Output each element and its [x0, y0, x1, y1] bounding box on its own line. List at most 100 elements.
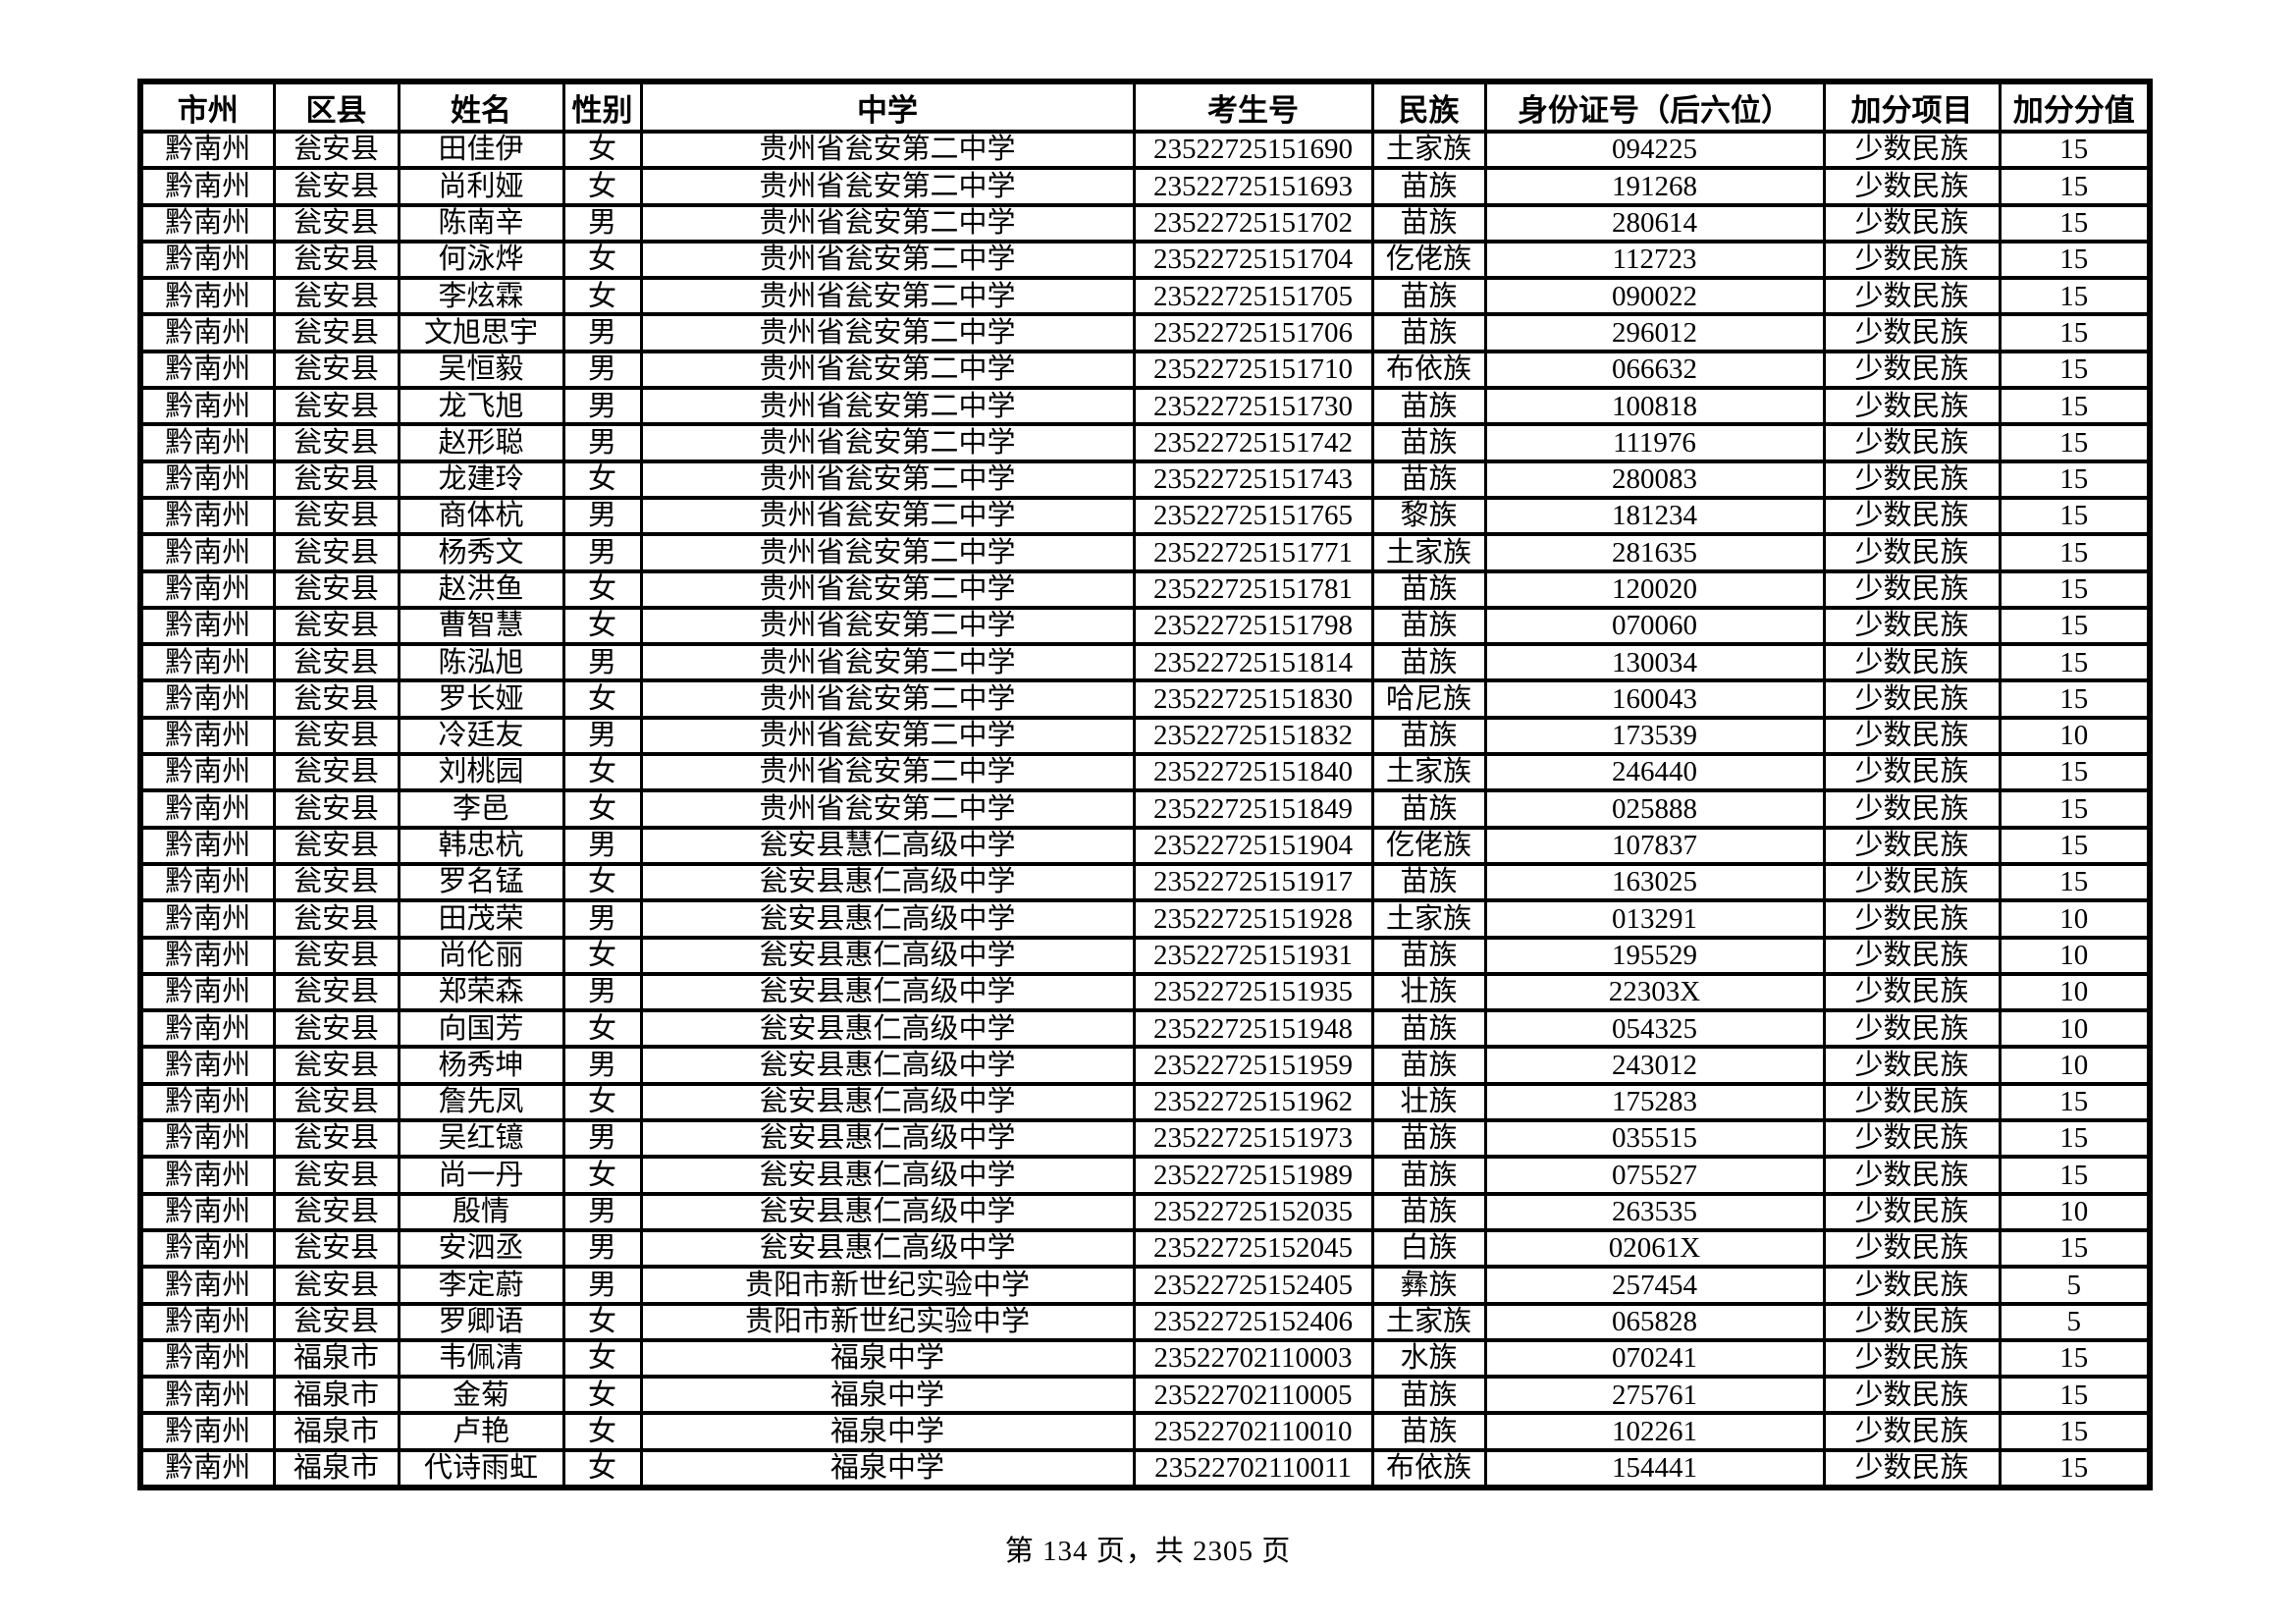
table-cell: 15 [1998, 568, 2152, 610]
table-cell: 少数民族 [1822, 276, 2002, 317]
table-cell: 水族 [1370, 1337, 1487, 1380]
table-cell: 黔南州 [138, 1081, 276, 1123]
table-cell: 福泉市 [272, 1337, 400, 1380]
table-cell: 男 [561, 642, 643, 683]
table-cell: 296012 [1483, 312, 1826, 353]
table-cell: 土家族 [1370, 532, 1487, 573]
table-cell: 瓮安县惠仁高级中学 [639, 1227, 1136, 1270]
table-cell: 黔南州 [138, 1008, 276, 1050]
table-cell: 少数民族 [1822, 1375, 2002, 1416]
table-cell: 15 [1998, 1375, 2152, 1416]
table-cell: 少数民族 [1822, 129, 2002, 171]
table-cell: 少数民族 [1822, 898, 2002, 940]
table-cell: 男 [561, 202, 643, 244]
table-cell: 瓮安县惠仁高级中学 [639, 1045, 1136, 1086]
table-cell: 15 [1998, 1447, 2152, 1490]
table-cell: 女 [561, 752, 643, 793]
table-cell: 瓮安县 [272, 166, 400, 207]
table-cell: 15 [1998, 166, 2152, 207]
table-cell: 少数民族 [1822, 678, 2002, 720]
table-cell: 黔南州 [138, 1265, 276, 1306]
table-cell: 少数民族 [1822, 1447, 2002, 1490]
table-cell: 瓮安县惠仁高级中学 [639, 971, 1136, 1013]
table-cell: 23522725152406 [1132, 1301, 1374, 1342]
table-cell: 23522725151771 [1132, 532, 1374, 573]
table-cell: 韦佩清 [397, 1337, 565, 1380]
table-cell: 瓮安县 [272, 1191, 400, 1232]
table-cell: 女 [561, 1155, 643, 1196]
table-row: 黔南州 瓮安县 田茂荣男瓮安县惠仁高级中学 23522725151928 土家族 0132… [138, 898, 2152, 940]
table-cell: 尚一丹 [397, 1155, 565, 1196]
table-cell: 苗族 [1370, 935, 1487, 976]
table-cell: 贵州省瓮安第二中学 [639, 129, 1136, 171]
table-cell: 23522725151706 [1132, 312, 1374, 353]
table-cell: 女 [561, 1301, 643, 1342]
table-cell: 黔南州 [138, 898, 276, 940]
table-cell: 15 [1998, 349, 2152, 391]
table-cell: 黔南州 [138, 276, 276, 317]
table-cell: 少数民族 [1822, 349, 2002, 391]
table-cell: 23522725151830 [1132, 678, 1374, 720]
table-cell: 布依族 [1370, 349, 1487, 391]
table-cell: 23522725151832 [1132, 715, 1374, 757]
table-cell: 苗族 [1370, 1375, 1487, 1416]
table-cell: 瓮安县 [272, 678, 400, 720]
table-cell: 女 [561, 276, 643, 317]
table-cell: 贵州省瓮安第二中学 [639, 459, 1136, 500]
table-cell: 贵州省瓮安第二中学 [639, 312, 1136, 353]
table-cell: 少数民族 [1822, 1081, 2002, 1123]
table-cell: 苗族 [1370, 312, 1487, 353]
table-cell: 女 [561, 861, 643, 903]
table-cell: 23522725151781 [1132, 568, 1374, 610]
table-cell: 向国芳 [397, 1008, 565, 1050]
table-cell: 黔南州 [138, 1375, 276, 1416]
table-cell: 男 [561, 1191, 643, 1232]
table-cell: 男 [561, 532, 643, 573]
table-cell: 苗族 [1370, 1191, 1487, 1232]
table-cell: 女 [561, 1337, 643, 1380]
table-cell: 23522702110005 [1132, 1375, 1374, 1416]
table-cell: 013291 [1483, 898, 1826, 940]
table-cell: 瓮安县 [272, 642, 400, 683]
table-cell: 10 [1998, 1191, 2152, 1232]
table-row: 黔南州 瓮安县 龙建玲女贵州省瓮安第二中学 23522725151743 苗族 28008… [138, 459, 2152, 500]
table-cell: 苗族 [1370, 861, 1487, 903]
table-row: 黔南州 瓮安县 尚一丹女瓮安县惠仁高级中学 23522725151989 苗族 07552… [138, 1155, 2152, 1196]
table-cell: 苗族 [1370, 202, 1487, 244]
table-cell: 23522725151798 [1132, 605, 1374, 647]
table-cell: 陈泓旭 [397, 642, 565, 683]
column-header: 考生号 [1132, 80, 1374, 134]
table-cell: 15 [1998, 202, 2152, 244]
table-cell: 111976 [1483, 422, 1826, 463]
table-cell: 李邑 [397, 788, 565, 830]
table-cell: 黔南州 [138, 129, 276, 171]
table-cell: 少数民族 [1822, 752, 2002, 793]
table-cell: 少数民族 [1822, 605, 2002, 647]
table-cell: 贵州省瓮安第二中学 [639, 239, 1136, 281]
table-cell: 070060 [1483, 605, 1826, 647]
table-row: 黔南州 瓮安县 向国芳女瓮安县惠仁高级中学 23522725151948 苗族 05432… [138, 1008, 2152, 1050]
table-cell: 瓮安县惠仁高级中学 [639, 1155, 1136, 1196]
table-cell: 173539 [1483, 715, 1826, 757]
table-header-row: 市州 区县 姓名 性别 中学 考生号 民族 身份证号（后六位） 加分项目 加分分值 [138, 80, 2152, 134]
table-cell: 15 [1998, 386, 2152, 427]
table-cell: 苗族 [1370, 166, 1487, 207]
table-cell: 少数民族 [1822, 1155, 2002, 1196]
table-cell: 10 [1998, 715, 2152, 757]
table-cell: 壮族 [1370, 1081, 1487, 1123]
table-cell: 23522702110011 [1132, 1447, 1374, 1490]
table-cell: 罗长娅 [397, 678, 565, 720]
table-cell: 瓮安县 [272, 788, 400, 830]
table-cell: 瓮安县 [272, 349, 400, 391]
table-cell: 瓮安县 [272, 386, 400, 427]
table-cell: 少数民族 [1822, 1117, 2002, 1160]
table-cell: 280083 [1483, 459, 1826, 500]
table-row: 黔南州 瓮安县 冷廷友男贵州省瓮安第二中学 23522725151832 苗族 17353… [138, 715, 2152, 757]
table-cell: 男 [561, 1117, 643, 1160]
table-cell: 土家族 [1370, 898, 1487, 940]
table-cell: 瓮安县 [272, 752, 400, 793]
table-cell: 15 [1998, 532, 2152, 573]
table-cell: 黔南州 [138, 752, 276, 793]
table-cell: 贵州省瓮安第二中学 [639, 276, 1136, 317]
